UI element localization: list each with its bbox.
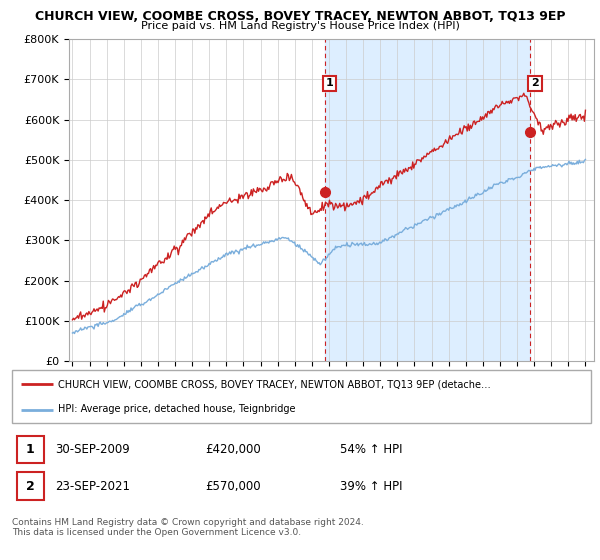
Text: 2: 2 bbox=[26, 479, 35, 493]
Text: HPI: Average price, detached house, Teignbridge: HPI: Average price, detached house, Teig… bbox=[58, 404, 296, 414]
FancyBboxPatch shape bbox=[17, 472, 44, 500]
Text: 39% ↑ HPI: 39% ↑ HPI bbox=[340, 479, 403, 493]
FancyBboxPatch shape bbox=[12, 370, 591, 423]
Text: CHURCH VIEW, COOMBE CROSS, BOVEY TRACEY, NEWTON ABBOT, TQ13 9EP: CHURCH VIEW, COOMBE CROSS, BOVEY TRACEY,… bbox=[35, 10, 565, 23]
Text: 54% ↑ HPI: 54% ↑ HPI bbox=[340, 443, 403, 456]
Text: 1: 1 bbox=[26, 443, 35, 456]
Bar bbox=[325, 39, 530, 361]
Text: 30-SEP-2009: 30-SEP-2009 bbox=[55, 443, 130, 456]
Text: CHURCH VIEW, COOMBE CROSS, BOVEY TRACEY, NEWTON ABBOT, TQ13 9EP (detache…: CHURCH VIEW, COOMBE CROSS, BOVEY TRACEY,… bbox=[58, 380, 491, 390]
FancyBboxPatch shape bbox=[17, 436, 44, 463]
Text: 2: 2 bbox=[531, 78, 539, 88]
Text: Price paid vs. HM Land Registry's House Price Index (HPI): Price paid vs. HM Land Registry's House … bbox=[140, 21, 460, 31]
Text: 1: 1 bbox=[326, 78, 334, 88]
Text: 23-SEP-2021: 23-SEP-2021 bbox=[55, 479, 130, 493]
Text: Contains HM Land Registry data © Crown copyright and database right 2024.
This d: Contains HM Land Registry data © Crown c… bbox=[12, 518, 364, 538]
Text: £420,000: £420,000 bbox=[205, 443, 261, 456]
Text: £570,000: £570,000 bbox=[205, 479, 260, 493]
